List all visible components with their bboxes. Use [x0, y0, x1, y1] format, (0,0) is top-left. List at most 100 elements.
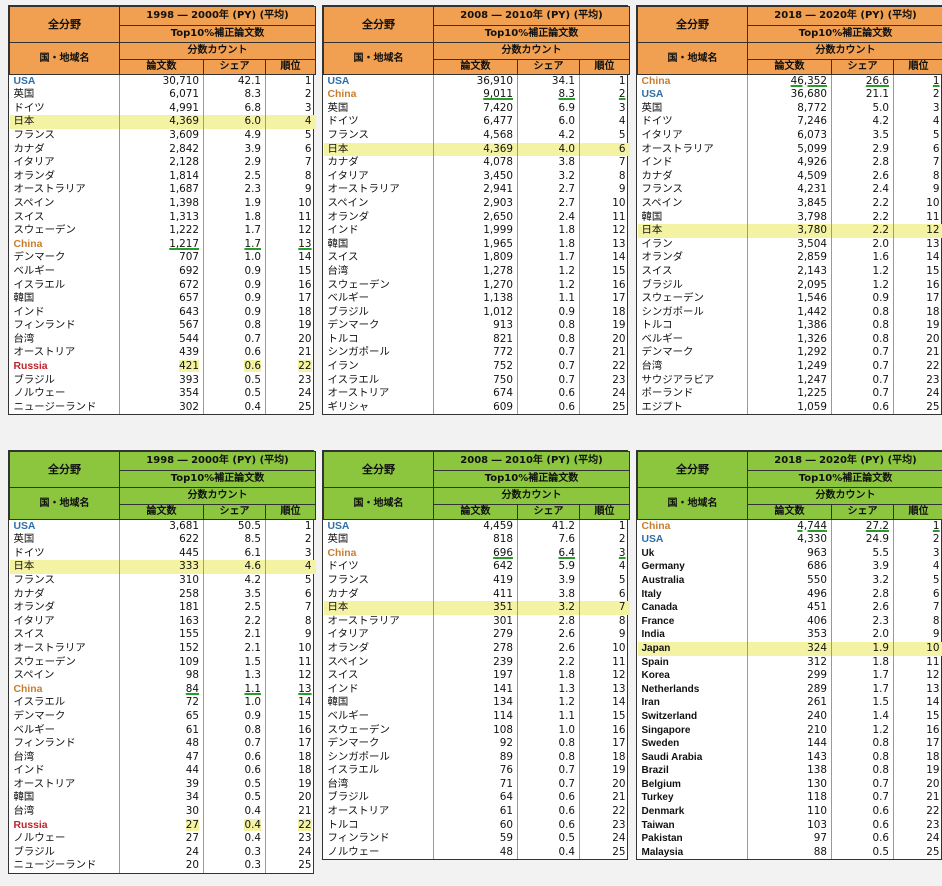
share-value: 1.8	[203, 210, 266, 225]
table-row: ベルギー 1,326 0.8 20	[637, 332, 942, 347]
count-method-label: 分数カウント	[746, 42, 942, 60]
rank-value: 23	[298, 832, 312, 845]
country-name: インド	[323, 224, 434, 238]
paper-count: 72	[119, 696, 204, 710]
rank-value: 14	[298, 696, 312, 709]
share-value: 1.5	[831, 696, 894, 710]
table-row: ブラジル 1,012 0.9 18	[323, 305, 630, 320]
country-name: フランス	[637, 183, 748, 197]
country-name: オーストリア	[9, 346, 120, 361]
rank-value: 15	[612, 264, 626, 277]
paper-count: 6,073	[747, 128, 832, 143]
rank-value: 11	[926, 210, 940, 223]
table-row: Spain 312 1.8 11	[637, 655, 942, 670]
rank-column-header: 順位	[578, 504, 631, 520]
paper-count: 71	[433, 777, 518, 792]
paper-count: 1,270	[433, 278, 518, 293]
rank-value: 24	[926, 387, 940, 400]
paper-count: 59	[433, 832, 518, 846]
rank-value: 12	[612, 224, 626, 237]
share-value: 0.5	[831, 845, 894, 860]
share-value: 34.1	[517, 74, 580, 89]
period-label: 2008 ― 2010年 (PY) (平均)	[432, 6, 631, 26]
country-name: トルコ	[323, 332, 434, 347]
paper-count: 2,859	[747, 251, 832, 265]
rank-value: 7	[579, 601, 630, 615]
share-value: 6.1	[203, 546, 266, 561]
table-row: China 84 1.1 13	[9, 682, 316, 697]
country-name: オランダ	[9, 169, 120, 184]
country-name: 台湾	[637, 360, 748, 374]
table-row: フィンランド 48 0.7 17	[9, 737, 316, 751]
country-name: インド	[637, 156, 748, 170]
table-row: Denmark 110 0.6 22	[637, 805, 942, 819]
table-row: Japan 324 1.9 10	[637, 641, 942, 656]
share-value: 1.9	[831, 641, 894, 656]
paper-count: 299	[747, 669, 832, 683]
rank-value: 22	[926, 360, 940, 373]
papers-column-header: 論文数	[433, 59, 518, 75]
table-row: スペイン 2,903 2.7 10	[323, 196, 630, 211]
table-row: 日本 4,369 4.0 6	[323, 142, 630, 157]
country-name: デンマーク	[323, 737, 434, 751]
share-value: 1.9	[203, 196, 266, 211]
country-name: 英国	[9, 88, 120, 102]
paper-count: 261	[747, 696, 832, 710]
share-value: 0.3	[203, 859, 266, 874]
share-value: 2.2	[831, 210, 894, 225]
paper-count: 98	[119, 669, 204, 683]
share-value: 0.7	[831, 373, 894, 388]
table-row: ベルギー 692 0.9 15	[9, 264, 316, 279]
paper-count: 752	[433, 360, 518, 374]
share-value: 1.8	[517, 237, 580, 252]
share-value: 0.8	[517, 332, 580, 347]
paper-count: 1,386	[747, 319, 832, 333]
rank-value: 23	[926, 818, 940, 831]
rank-value: 1	[932, 74, 940, 87]
country-name: サウジアラビア	[637, 373, 748, 388]
share-value: 7.6	[517, 533, 580, 547]
rank-value: 5	[618, 573, 626, 586]
share-value: 26.6	[831, 74, 894, 89]
paper-count: 1,225	[747, 387, 832, 401]
share-value: 0.7	[517, 373, 580, 388]
share-value: 2.4	[517, 210, 580, 225]
paper-count: 2,842	[119, 142, 204, 157]
country-header: 国・地域名	[637, 487, 748, 520]
field-label: 全分野	[323, 6, 434, 43]
paper-count: 696	[433, 546, 518, 561]
rank-value: 1	[618, 74, 626, 87]
country-name: カナダ	[323, 587, 434, 602]
paper-count: 2,143	[747, 264, 832, 279]
share-value: 0.4	[203, 805, 266, 819]
share-value: 0.8	[517, 319, 580, 333]
table-row: イタリア 279 2.6 9	[323, 628, 630, 642]
share-value: 6.0	[203, 115, 266, 129]
paper-count: 84	[119, 682, 204, 697]
paper-count: 103	[747, 818, 832, 833]
share-value: 1.8	[831, 655, 894, 670]
share-value: 0.6	[203, 764, 266, 778]
share-value: 1.7	[203, 237, 266, 252]
table-row: China 1,217 1.7 13	[9, 237, 316, 252]
share-value: 6.0	[517, 115, 580, 129]
metric-label: Top10%補正論文数	[118, 25, 317, 43]
paper-count: 278	[433, 641, 518, 656]
table-row: 英国 818 7.6 2	[323, 533, 630, 547]
paper-count: 1,999	[433, 224, 518, 238]
share-value: 0.7	[831, 360, 894, 374]
share-value: 2.7	[517, 196, 580, 211]
share-column-header: シェア	[831, 504, 894, 520]
table-row: 日本 351 3.2 7	[323, 601, 630, 615]
country-name: トルコ	[637, 319, 748, 333]
rank-value: 1	[932, 519, 940, 532]
share-value: 2.8	[517, 614, 580, 629]
rank-value: 9	[932, 183, 940, 196]
paper-count: 130	[747, 777, 832, 792]
rank-value: 16	[612, 278, 626, 291]
share-value: 0.6	[203, 346, 266, 361]
table-row: カナダ 4,078 3.8 7	[323, 156, 630, 170]
country-name: 台湾	[323, 264, 434, 279]
table-row: Korea 299 1.7 12	[637, 669, 942, 683]
rank-value: 15	[298, 709, 312, 722]
